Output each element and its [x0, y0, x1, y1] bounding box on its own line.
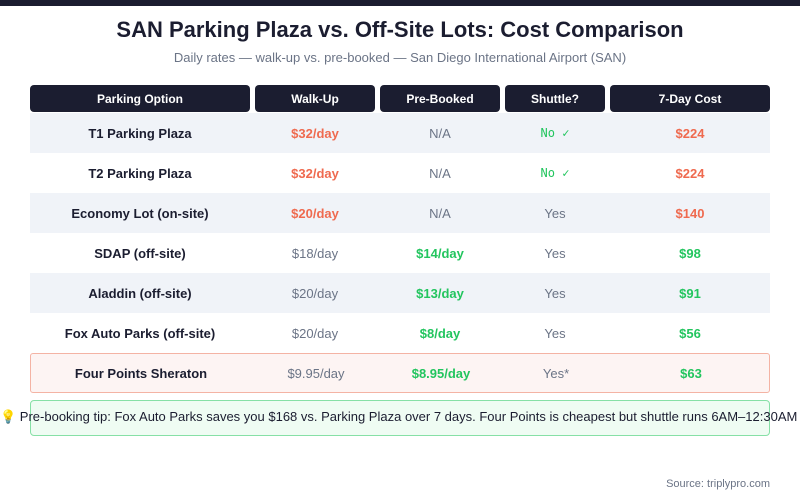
walkup-cell: $20/day: [291, 205, 339, 221]
subtitle: Daily rates — walk-up vs. pre-booked — S…: [173, 50, 627, 65]
walkup-cell: $32/day: [291, 125, 339, 141]
parking-option-cell: T2 Parking Plaza: [88, 165, 192, 181]
shuttle-cell: Yes: [544, 325, 566, 341]
prebooked-cell: $8/day: [419, 325, 461, 341]
tip-box: [30, 400, 770, 436]
shuttle-cell: Yes: [544, 205, 566, 221]
walkup-cell: $20/day: [291, 285, 339, 301]
table-row: Economy Lot (on-site) $20/day N/A Yes $140: [30, 193, 770, 233]
source-note: Source: triplypro.com: [666, 478, 770, 490]
shuttle-cell: Yes*: [542, 365, 570, 381]
walkup-cell: $32/day: [291, 165, 339, 181]
table-row: Fox Auto Parks (off-site) $20/day $8/day Ye…: [30, 313, 770, 353]
cost-cell: $140: [675, 205, 705, 221]
cost-cell: $224: [675, 165, 705, 181]
walkup-cell: $20/day: [291, 325, 339, 341]
parking-option-cell: T1 Parking Plaza: [88, 125, 192, 141]
shuttle-cell: No ✓: [540, 126, 570, 140]
cost-cell: $63: [680, 365, 702, 381]
prebooked-cell: $13/day: [416, 285, 464, 301]
cost-cell: $224: [675, 125, 705, 141]
walkup-cell: $9.95/day: [287, 365, 345, 381]
page-title: SAN Parking Plaza vs. Off-Site Lots: Cos…: [116, 17, 684, 42]
table-row: SDAP (off-site) $18/day $14/day Yes $98: [30, 233, 770, 273]
cost-cell: $56: [679, 325, 701, 341]
header-walk-up: Walk-Up: [255, 85, 375, 112]
header-parking-option: Parking Option: [30, 85, 250, 112]
table-row: Four Points Sheraton $9.95/day $8.95/day Ye…: [30, 353, 770, 393]
table-row: Aladdin (off-site) $20/day $13/day Yes $91: [30, 273, 770, 313]
table-row: T1 Parking Plaza $32/day N/A No ✓ $224: [30, 113, 770, 153]
walkup-cell: $18/day: [291, 245, 339, 261]
prebooked-cell: $8.95/day: [411, 365, 471, 381]
parking-option-cell: Economy Lot (on-site): [71, 205, 209, 221]
tip-text: 💡 Pre-booking tip: Fox Auto Parks saves …: [0, 409, 800, 424]
table-row: T2 Parking Plaza $32/day N/A No ✓ $224: [30, 153, 770, 193]
cost-cell: $98: [679, 245, 701, 261]
header-7-day-cost: 7-Day Cost: [610, 85, 770, 112]
top-bar: [0, 0, 800, 6]
prebooked-cell: N/A: [429, 205, 451, 221]
parking-option-cell: Fox Auto Parks (off-site): [64, 325, 216, 341]
header-pre-booked: Pre-Booked: [380, 85, 500, 112]
header-shuttle: Shuttle?: [505, 85, 605, 112]
cost-cell: $91: [679, 285, 701, 301]
parking-option-cell: Four Points Sheraton: [74, 365, 208, 381]
prebooked-cell: N/A: [429, 125, 451, 141]
parking-option-cell: Aladdin (off-site): [88, 285, 192, 301]
parking-option-cell: SDAP (off-site): [94, 245, 186, 261]
prebooked-cell: N/A: [429, 165, 451, 181]
prebooked-cell: $14/day: [416, 245, 464, 261]
shuttle-cell: No ✓: [540, 166, 570, 180]
shuttle-cell: Yes: [544, 285, 566, 301]
shuttle-cell: Yes: [544, 245, 566, 261]
